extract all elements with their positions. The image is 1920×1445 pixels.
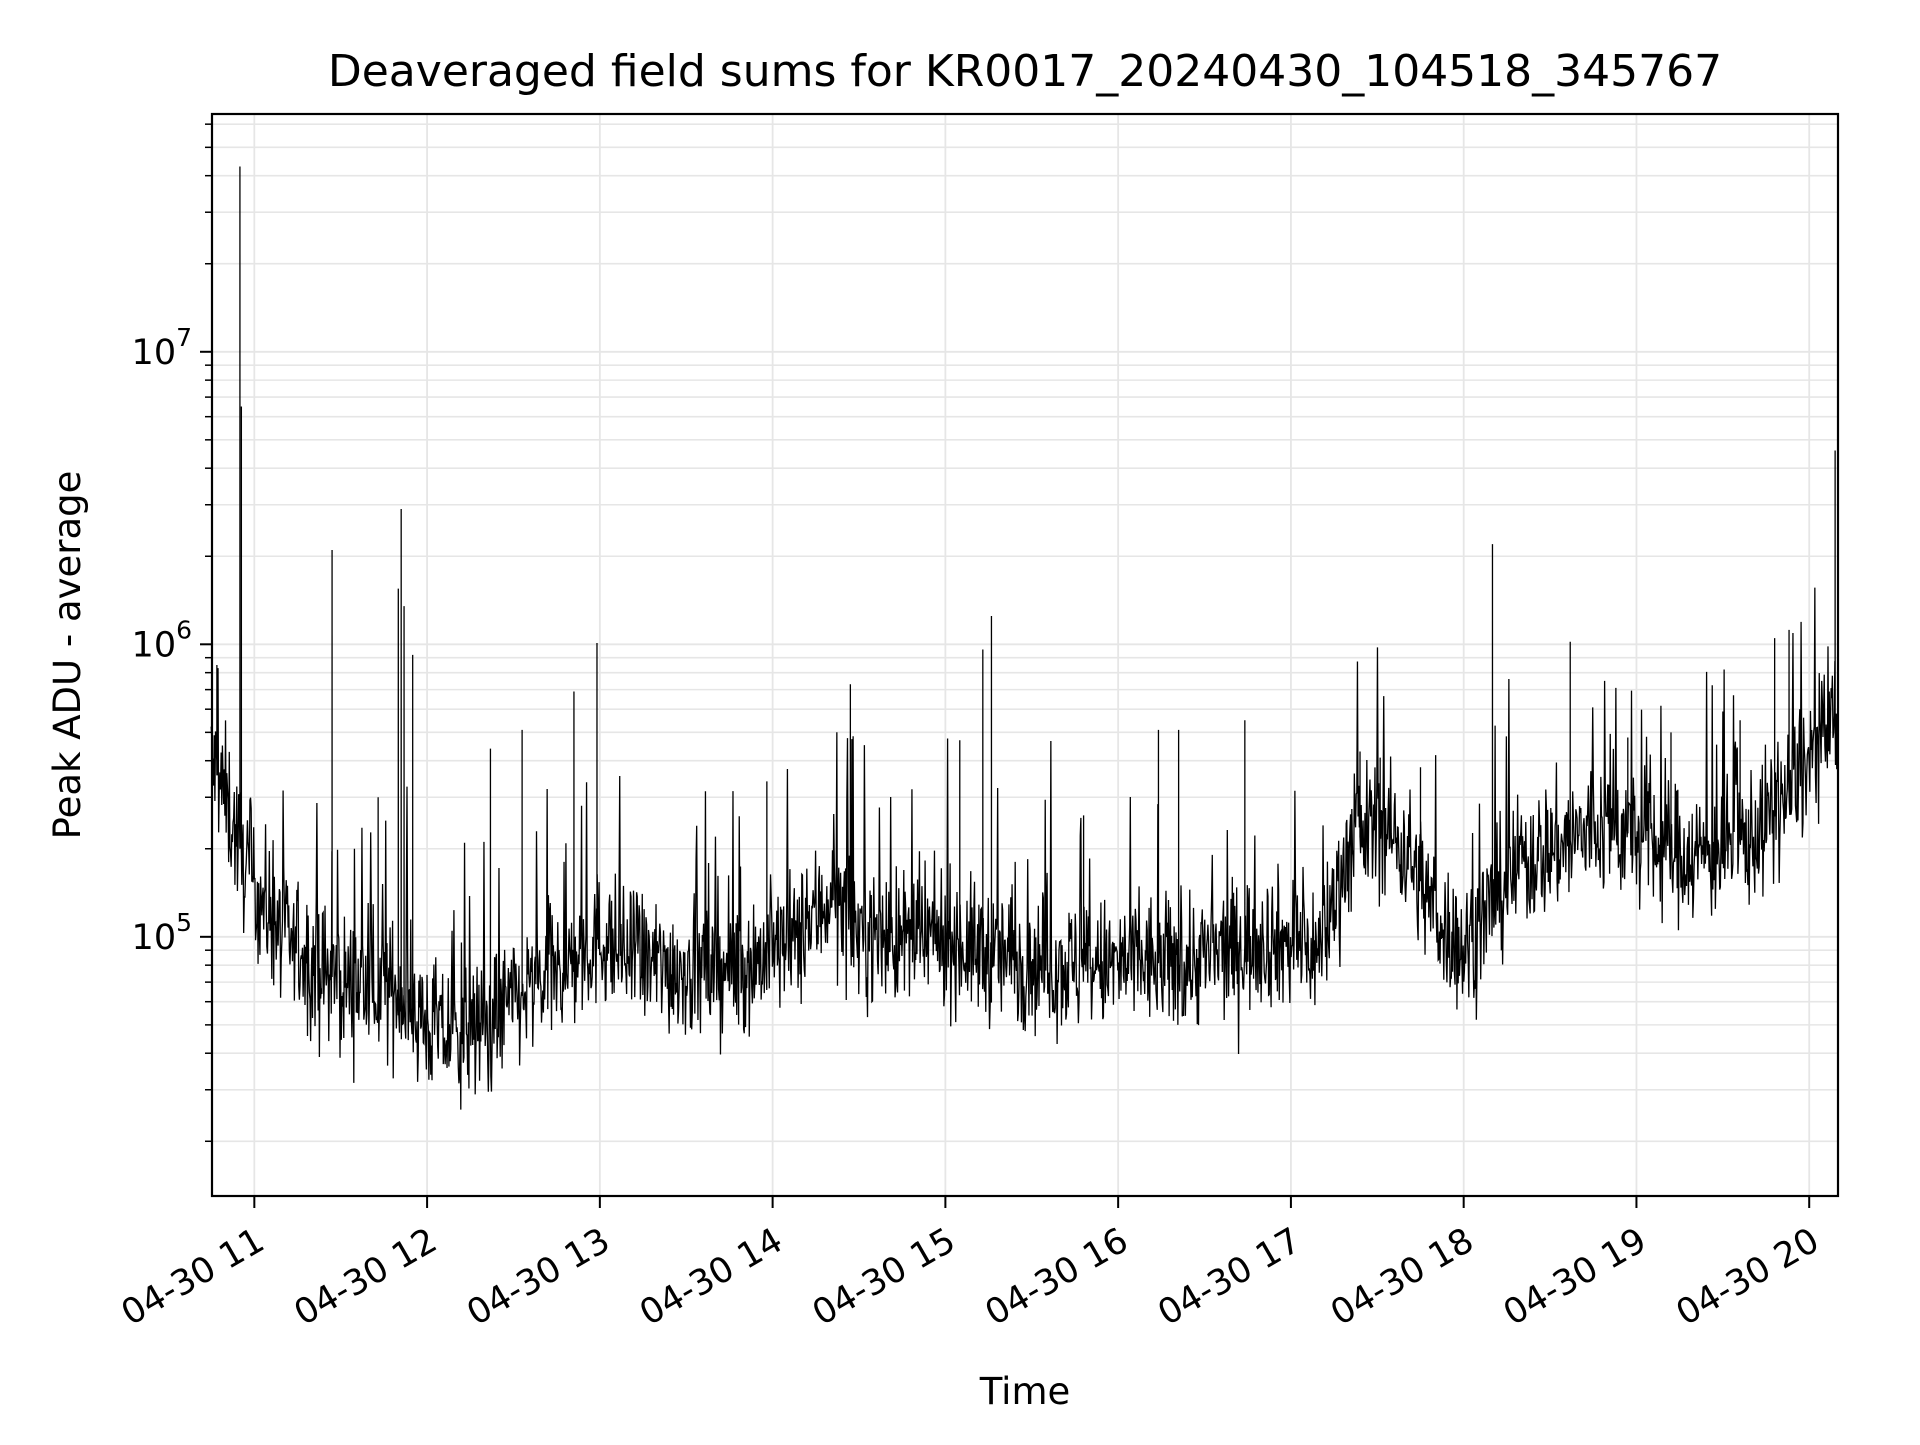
x-tick-label: 04-30 12 (288, 1221, 444, 1334)
axes-frame (210, 112, 1840, 1198)
plot-area (210, 166, 1839, 1110)
y-tick-label: 107 (132, 323, 192, 373)
x-tick-label: 04-30 14 (633, 1221, 789, 1334)
x-tick-label: 04-30 13 (460, 1221, 616, 1334)
y-tick-label: 106 (132, 615, 192, 665)
grid-lines (212, 114, 1838, 1196)
y-tick-base: 10 (132, 333, 177, 373)
x-tick-label: 04-30 11 (115, 1221, 271, 1334)
y-tick-base: 10 (132, 625, 177, 665)
chart-title: Deaveraged field sums for KR0017_2024043… (328, 46, 1722, 97)
series-line (210, 166, 1839, 1110)
x-tick-label: 04-30 17 (1152, 1221, 1308, 1334)
axis-ticks: 04-30 11 04-30 12 04-30 13 04-30 14 04-30 15… (115, 123, 1826, 1334)
y-axis-label: Peak ADU - average (46, 471, 89, 840)
x-tick-label: 04-30 15 (806, 1221, 962, 1334)
x-tick-label: 04-30 19 (1497, 1221, 1653, 1334)
x-tick-label: 04-30 16 (979, 1221, 1135, 1334)
y-tick-exponent: 7 (176, 323, 192, 352)
y-tick-base: 10 (132, 918, 177, 958)
x-axis-label: Time (979, 1370, 1071, 1413)
y-tick-exponent: 6 (176, 615, 192, 644)
x-tick-label: 04-30 20 (1670, 1221, 1826, 1334)
y-tick-exponent: 5 (176, 908, 192, 937)
y-tick-label: 105 (132, 908, 192, 958)
x-tick-label: 04-30 18 (1324, 1221, 1480, 1334)
